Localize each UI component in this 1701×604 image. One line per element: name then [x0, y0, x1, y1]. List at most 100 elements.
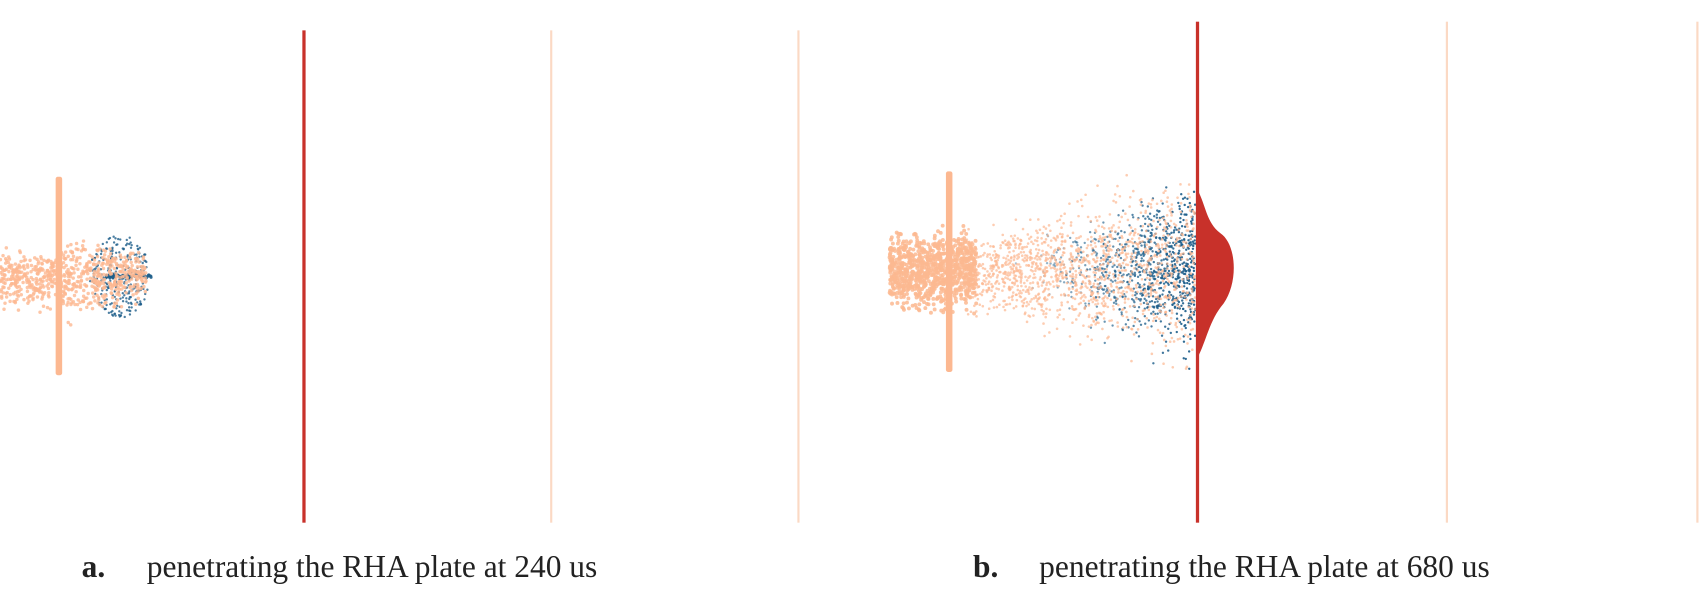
- particle: [1155, 255, 1159, 258]
- particle: [92, 269, 97, 274]
- particle: [1182, 340, 1186, 343]
- particle: [1158, 317, 1161, 321]
- particle: [1117, 232, 1120, 235]
- particle: [1097, 237, 1101, 241]
- particle: [1192, 262, 1195, 265]
- particle: [997, 287, 1001, 291]
- particle: [1181, 307, 1185, 311]
- particle: [1087, 313, 1091, 317]
- particle: [1189, 318, 1192, 321]
- particle: [952, 277, 957, 282]
- particle: [119, 305, 124, 309]
- particle: [1004, 257, 1008, 260]
- particle: [979, 255, 983, 258]
- particle: [19, 292, 24, 297]
- particle: [1168, 245, 1171, 248]
- particle: [61, 301, 66, 306]
- particle: [105, 298, 109, 301]
- particle: [105, 288, 109, 292]
- particle: [1060, 243, 1063, 246]
- particle: [997, 256, 1000, 259]
- particle: [1153, 215, 1156, 218]
- particle: [1147, 202, 1151, 205]
- particle: [84, 264, 89, 269]
- particle: [1132, 287, 1136, 290]
- particle: [1191, 255, 1195, 259]
- particle: [1088, 268, 1092, 271]
- particle: [1135, 331, 1138, 334]
- particle: [1179, 295, 1183, 298]
- particle: [925, 293, 930, 298]
- particle: [1118, 236, 1121, 239]
- particle: [1034, 296, 1038, 299]
- particle: [1188, 321, 1192, 325]
- particle: [17, 277, 22, 281]
- particle: [991, 298, 995, 302]
- particle: [102, 296, 106, 300]
- particle: [31, 292, 36, 297]
- particle: [126, 255, 129, 258]
- particle: [932, 286, 937, 291]
- particle: [118, 310, 121, 313]
- particle: [108, 272, 113, 276]
- particle: [1190, 222, 1193, 225]
- particle: [1143, 283, 1146, 286]
- particle: [1050, 254, 1054, 258]
- particle: [1008, 278, 1012, 282]
- particle: [1008, 302, 1012, 306]
- particle: [1011, 281, 1014, 285]
- particle: [1124, 323, 1128, 326]
- particle: [1099, 240, 1103, 244]
- particle: [1131, 294, 1134, 297]
- particle: [1097, 269, 1101, 272]
- particle: [1061, 260, 1065, 263]
- particle: [1186, 244, 1190, 248]
- particle: [1131, 245, 1135, 248]
- particle: [19, 259, 23, 264]
- particle: [1174, 224, 1178, 227]
- particle: [1151, 198, 1154, 202]
- particle: [1154, 232, 1158, 235]
- particle: [1033, 239, 1037, 242]
- particle: [110, 295, 115, 300]
- particle: [905, 300, 909, 305]
- particle: [1107, 255, 1110, 259]
- particle: [1009, 271, 1013, 274]
- particle: [1193, 203, 1197, 206]
- particle: [1166, 277, 1169, 281]
- particle: [1166, 267, 1169, 270]
- particle: [1174, 252, 1177, 256]
- particle: [1069, 267, 1073, 271]
- particle: [895, 283, 900, 288]
- plate-light: [550, 30, 553, 523]
- particle: [983, 251, 986, 255]
- particle: [85, 296, 89, 300]
- particle: [932, 236, 937, 241]
- particle: [964, 245, 968, 250]
- particle: [1166, 265, 1169, 268]
- particle: [1121, 293, 1125, 296]
- particle: [111, 284, 115, 289]
- particle: [1009, 259, 1013, 263]
- particle: [1014, 246, 1017, 250]
- particle: [94, 281, 98, 285]
- particle: [1175, 238, 1179, 242]
- particle: [1187, 247, 1190, 250]
- particle: [1064, 269, 1068, 273]
- particle: [1091, 246, 1094, 250]
- particle: [47, 290, 51, 295]
- particle: [1100, 225, 1104, 229]
- particle: [1025, 300, 1029, 304]
- particle: [1043, 296, 1047, 299]
- particle: [1191, 234, 1195, 238]
- particle: [932, 307, 937, 312]
- particle: [1071, 272, 1075, 276]
- particle: [1152, 234, 1156, 237]
- particle: [66, 254, 70, 259]
- particle: [1188, 333, 1192, 336]
- particle: [1118, 194, 1122, 198]
- particle: [961, 224, 966, 228]
- particle: [1139, 234, 1142, 237]
- particle: [1162, 258, 1165, 261]
